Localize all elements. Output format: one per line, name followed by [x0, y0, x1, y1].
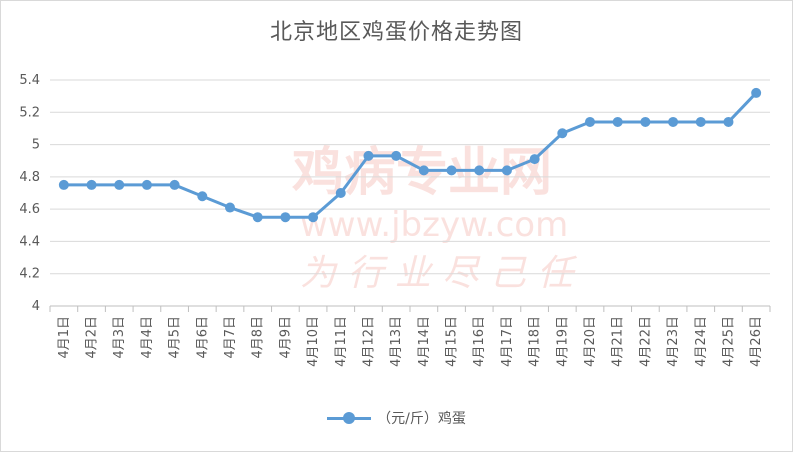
x-tick-label: 4月24日	[694, 316, 709, 367]
y-tick-label: 5	[32, 138, 40, 153]
data-point	[86, 179, 97, 190]
data-point	[280, 212, 291, 223]
x-tick-label: 4月2日	[85, 316, 100, 359]
x-tick-label: 4月15日	[445, 316, 460, 367]
data-point	[446, 165, 457, 176]
data-point	[557, 128, 568, 139]
data-point	[225, 202, 235, 213]
legend: （元/斤）鸡蛋	[0, 408, 793, 428]
x-tick-label: 4月9日	[278, 316, 293, 359]
x-tick-label: 4月18日	[528, 316, 543, 367]
x-tick-label: 4月20日	[583, 316, 598, 367]
data-point	[252, 212, 263, 223]
data-point	[141, 179, 152, 190]
watermark: 鸡病专业网 www.jbzyw.com 为 行 业 尽 己 任	[292, 143, 577, 294]
x-tick-label: 4月4日	[140, 316, 155, 359]
y-tick-label: 4.4	[19, 234, 40, 249]
data-point	[474, 165, 485, 176]
x-tick-label: 4月6日	[195, 316, 210, 359]
x-tick-label: 4月23日	[666, 316, 681, 367]
data-point	[169, 179, 180, 190]
y-tick-label: 4.2	[19, 267, 40, 282]
x-tick-label: 4月8日	[251, 316, 266, 359]
legend-label: （元/斤）鸡蛋	[377, 411, 466, 427]
x-tick-label: 4月12日	[361, 316, 376, 367]
data-point	[114, 179, 125, 190]
data-point	[723, 116, 734, 127]
watermark-line-2: www.jbzyw.com	[300, 205, 568, 245]
x-tick-label: 4月5日	[168, 316, 183, 359]
y-tick-label: 4	[32, 299, 40, 314]
x-tick-label: 4月25日	[721, 316, 736, 367]
data-point	[640, 116, 651, 127]
data-point	[391, 150, 402, 161]
x-tick-label: 4月1日	[57, 316, 72, 359]
y-tick-label: 4.6	[19, 202, 40, 217]
data-point	[612, 116, 623, 127]
data-point	[335, 188, 346, 198]
x-tick-label: 4月3日	[112, 316, 127, 359]
x-tick-label: 4月21日	[611, 316, 626, 367]
data-point	[308, 212, 319, 223]
x-tick-label: 4月26日	[749, 316, 764, 367]
x-tick-label: 4月13日	[389, 316, 404, 367]
data-point	[58, 179, 69, 190]
data-point	[529, 154, 540, 165]
data-point	[363, 150, 374, 161]
x-tick-label: 4月7日	[223, 316, 238, 359]
grid	[50, 79, 770, 275]
data-point	[501, 165, 512, 176]
x-tick-label: 4月19日	[555, 316, 570, 367]
x-tick-label: 4月22日	[638, 316, 653, 367]
axes: 4 4.2 4.4 4.6 4.8 5 5.2 5.4 4月1日 4月2日 4月3日 4月4日 4月5日…	[19, 73, 771, 367]
x-tick-label: 4月14日	[417, 316, 432, 367]
y-tick-label: 4.8	[19, 170, 40, 185]
x-tick-label: 4月10日	[306, 316, 321, 367]
data-point	[197, 191, 208, 202]
data-point	[751, 87, 762, 98]
x-tick-label: 4月16日	[472, 316, 487, 367]
data-point	[695, 116, 706, 127]
chart-title: 北京地区鸡蛋价格走势图	[269, 20, 523, 45]
series	[58, 87, 762, 223]
data-point	[418, 165, 429, 176]
legend-swatch	[327, 411, 372, 425]
data-point	[585, 116, 595, 127]
x-tick-label: 4月17日	[500, 316, 515, 367]
y-tick-label: 5.4	[19, 73, 40, 88]
x-tick-label: 4月11日	[334, 316, 349, 367]
data-point	[668, 116, 679, 127]
y-tick-label: 5.2	[19, 105, 40, 120]
